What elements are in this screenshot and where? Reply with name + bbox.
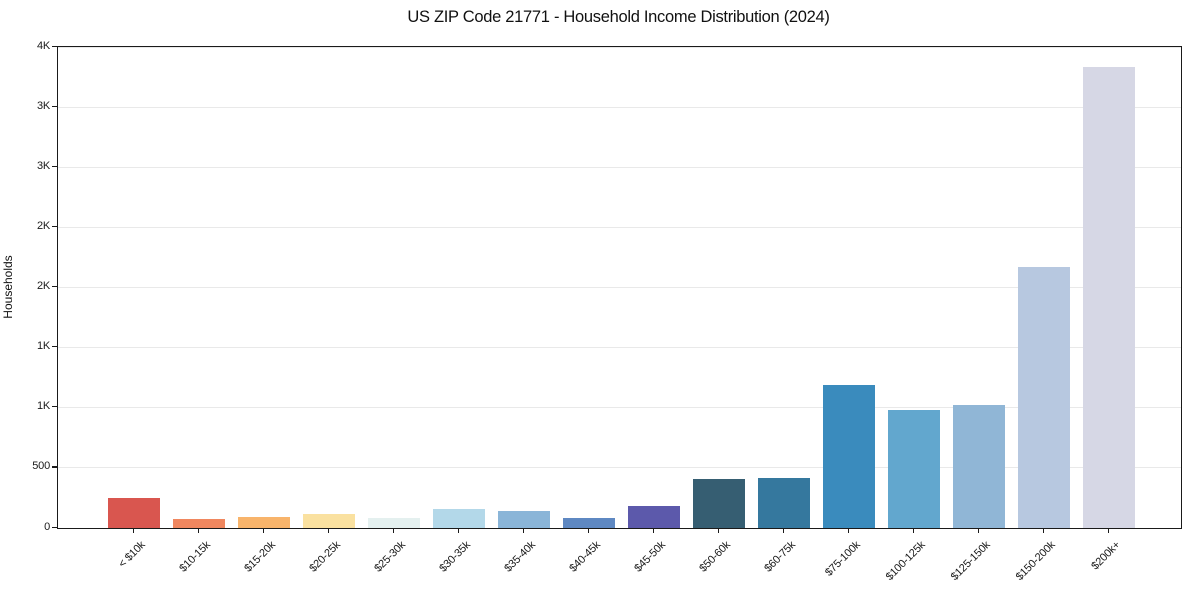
y-tick-label: 0 xyxy=(44,520,50,533)
x-tick-label: $40-45k xyxy=(566,539,603,575)
x-tick-mark xyxy=(782,528,784,533)
x-tick-label: $150-200k xyxy=(1013,539,1058,583)
x-tick-label: $200k+ xyxy=(1089,539,1123,573)
gridline-2K xyxy=(58,226,1181,228)
bar-200k xyxy=(1083,67,1135,528)
x-tick-mark xyxy=(977,528,979,533)
x-tick-mark xyxy=(262,528,264,533)
y-tick-mark xyxy=(52,105,57,107)
plot-area xyxy=(57,46,1182,529)
x-tick-mark xyxy=(327,528,329,533)
x-tick-mark xyxy=(717,528,719,533)
bar-45-50k xyxy=(628,506,680,528)
x-tick-label: $35-40k xyxy=(501,539,538,575)
x-tick-mark xyxy=(457,528,459,533)
bar-35-40k xyxy=(498,510,550,528)
bar-75-100k xyxy=(823,384,875,528)
bar-100-125k xyxy=(888,409,940,528)
x-tick-mark xyxy=(1107,528,1109,533)
x-tick-label: $75-100k xyxy=(822,539,863,579)
x-tick-label: $60-75k xyxy=(761,539,798,575)
x-tick-label: $50-60k xyxy=(696,539,733,575)
x-tick-mark xyxy=(652,528,654,533)
y-tick-mark xyxy=(52,526,57,528)
x-tick-mark xyxy=(132,528,134,533)
y-tick-mark xyxy=(52,346,57,348)
x-tick-mark xyxy=(522,528,524,533)
y-tick-label: 1K xyxy=(36,340,50,353)
x-tick-label: $10-15k xyxy=(176,539,213,575)
y-tick-mark xyxy=(52,165,57,167)
y-tick-label: 500 xyxy=(32,460,50,473)
gridline-2K xyxy=(58,287,1181,288)
y-tick-mark xyxy=(52,406,57,408)
bar-50-60k xyxy=(693,479,745,528)
bar-10k xyxy=(108,497,160,528)
x-tick-mark xyxy=(1042,528,1044,533)
gridline-3K xyxy=(58,106,1181,108)
y-tick-label: 3K xyxy=(36,159,50,172)
x-tick-label: $25-30k xyxy=(371,539,408,575)
bar-20-25k xyxy=(303,514,355,528)
x-tick-mark xyxy=(912,528,914,533)
gridline-1K xyxy=(58,347,1181,349)
bar-25-30k xyxy=(368,518,420,528)
x-tick-label: $125-150k xyxy=(948,539,993,583)
x-tick-label: < $10k xyxy=(116,539,148,571)
gridline-3K xyxy=(58,166,1181,168)
x-tick-mark xyxy=(587,528,589,533)
gridline-1K xyxy=(58,407,1181,409)
bar-30-35k xyxy=(433,509,485,528)
y-tick-mark xyxy=(52,225,57,228)
x-tick-label: $15-20k xyxy=(241,539,278,575)
y-tick-mark xyxy=(52,286,57,288)
bar-40-45k xyxy=(563,517,615,528)
bar-10-15k xyxy=(173,519,225,528)
x-tick-label: $100-125k xyxy=(883,539,928,583)
y-tick-label: 3K xyxy=(36,99,50,112)
y-tick-mark xyxy=(52,466,57,468)
x-tick-label: $45-50k xyxy=(631,539,668,575)
y-tick-label: 2K xyxy=(36,219,50,232)
x-tick-label: $20-25k xyxy=(306,539,343,575)
bar-150-200k xyxy=(1018,267,1070,528)
y-tick-label: 2K xyxy=(36,280,50,292)
gridline-4K xyxy=(58,46,1181,48)
x-tick-mark xyxy=(197,528,199,533)
x-tick-mark xyxy=(392,528,394,533)
y-tick-mark xyxy=(52,45,57,47)
chart-title: US ZIP Code 21771 - Household Income Dis… xyxy=(407,8,830,26)
bar-15-20k xyxy=(238,517,290,528)
x-tick-mark xyxy=(847,528,849,533)
y-tick-label: 4K xyxy=(36,39,50,52)
gridline-500 xyxy=(58,467,1181,469)
x-tick-label: $30-35k xyxy=(436,539,473,575)
y-tick-label: 1K xyxy=(36,400,50,413)
bar-125-150k xyxy=(953,404,1005,528)
bar-60-75k xyxy=(758,477,810,528)
